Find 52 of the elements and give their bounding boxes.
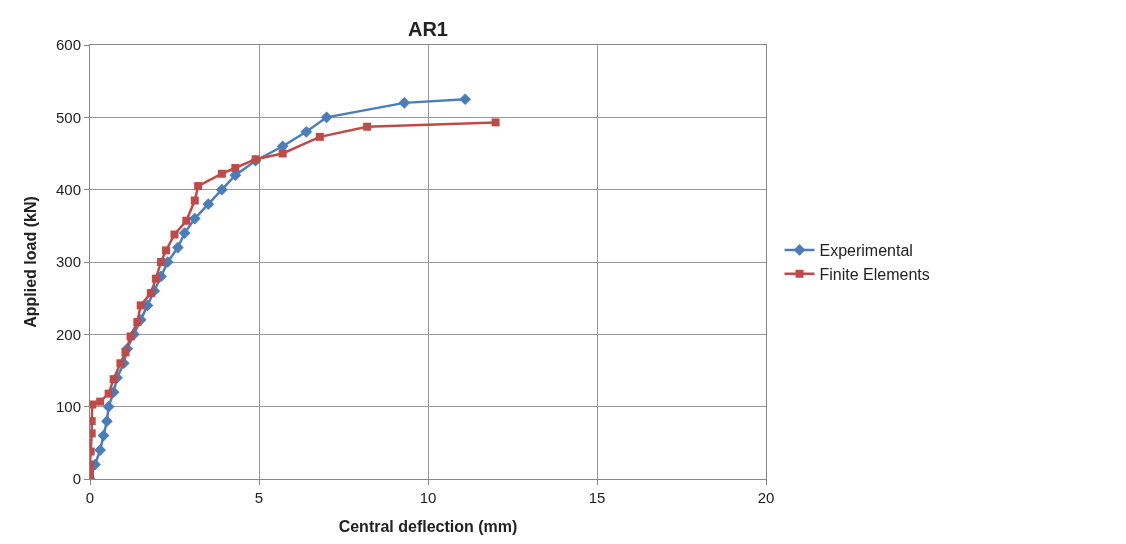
point [215,183,228,196]
point [136,301,145,310]
point [178,227,191,239]
point [315,132,324,141]
y-tick-label: 100 [55,397,81,415]
x-tick-label: 0 [85,489,95,506]
point [194,182,203,191]
point [300,125,313,138]
point [101,415,113,427]
point [126,332,135,341]
point [96,397,105,406]
point [97,429,110,442]
point [104,389,113,398]
y-tick-label: 200 [55,325,81,343]
point [398,97,411,109]
legend-label: Experimental [819,242,913,260]
x-tick-label: 5 [254,489,264,506]
y-tick-label: 300 [55,253,81,271]
point [278,149,287,158]
point [202,198,215,210]
point [190,196,199,205]
y-tick-label: 400 [55,180,81,198]
y-axis-title: Applied load (kN) [21,196,39,328]
x-tick-label: 10 [419,489,437,506]
point [156,258,165,266]
x-tick-label: 20 [757,489,775,506]
point [491,118,500,127]
y-tick-label: 600 [55,36,81,54]
x-axis-title: Central deflection (mm) [338,517,518,535]
chart-title: AR1 [407,17,449,40]
y-tick-label: 0 [72,470,81,488]
point [459,93,472,106]
point [116,359,125,368]
point [102,400,115,413]
point [217,169,226,178]
point [94,444,106,456]
point [172,241,184,254]
point [109,375,118,384]
point [363,122,372,131]
point [320,111,333,124]
point [151,274,160,283]
point [182,216,191,225]
point [231,163,240,172]
x-tick-label: 15 [588,489,606,506]
point [121,348,130,357]
point [133,318,142,327]
point [146,289,155,298]
legend-label: Finite Elements [819,265,930,283]
point [162,246,171,255]
y-tick-label: 500 [55,108,81,126]
point [90,400,97,409]
point [170,230,179,239]
